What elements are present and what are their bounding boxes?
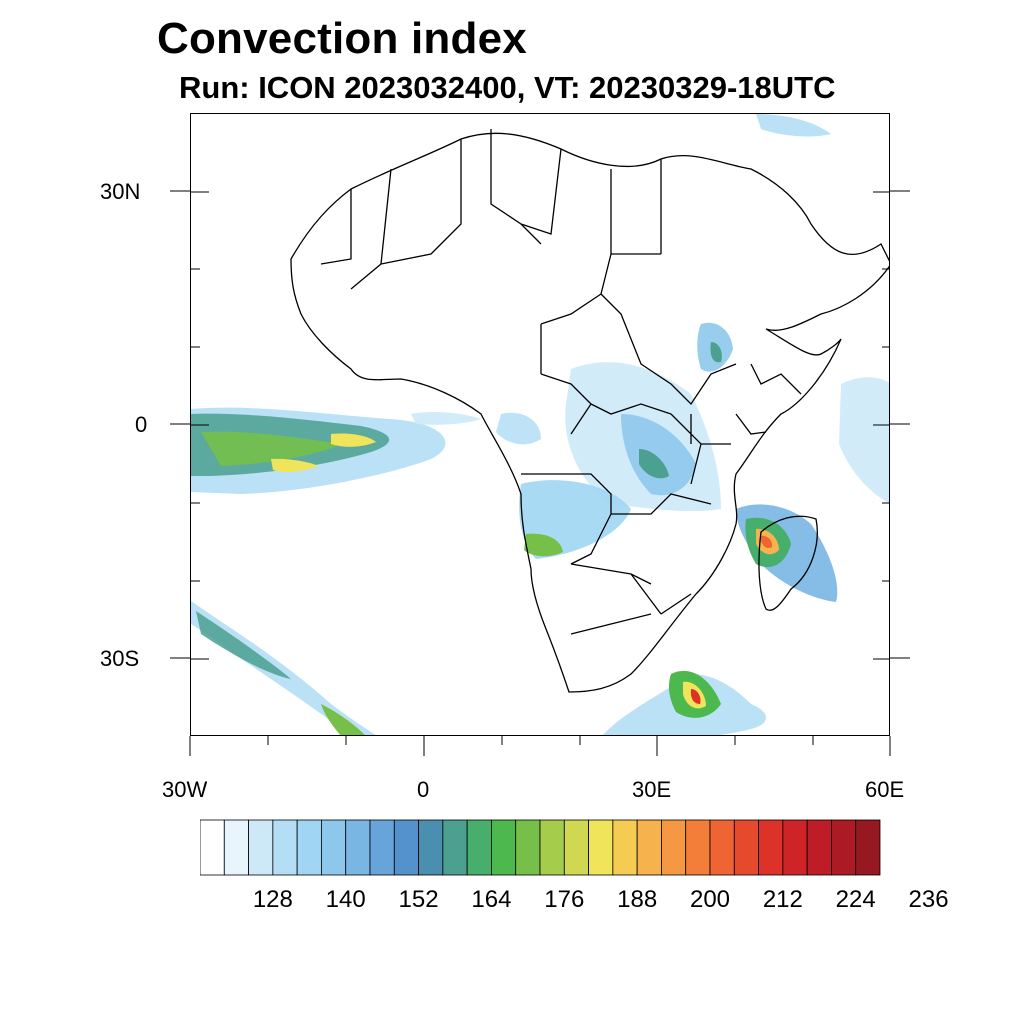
- colorbar-swatch: [393, 819, 419, 876]
- lat-label-0: 0: [135, 412, 148, 437]
- colorbar-swatch: [806, 819, 832, 876]
- colorbar-label: 128: [252, 886, 293, 913]
- colorbar-swatch: [733, 819, 759, 876]
- chart-title: Convection index: [157, 14, 527, 63]
- lon-label-30w: 30W: [162, 777, 208, 802]
- colorbar-swatch: [831, 819, 857, 876]
- convection-field-indian-ocean: [756, 114, 889, 503]
- colorbar-label: 200: [689, 886, 731, 913]
- lon-label-60e: 60E: [865, 777, 905, 802]
- colorbar-swatch: [563, 819, 589, 876]
- colorbar-swatch: [321, 819, 347, 876]
- colorbar-swatch: [709, 819, 735, 876]
- coastlines-and-borders: [290, 129, 889, 693]
- colorbar-swatch: [539, 819, 565, 876]
- colorbar-swatch: [466, 819, 492, 876]
- map-panel: [190, 113, 890, 736]
- colorbar-swatch: [223, 819, 249, 876]
- convection-field-mozambique-channel: [736, 504, 838, 602]
- convection-field-atlantic-band: [191, 407, 481, 494]
- colorbar-label: 140: [325, 886, 366, 913]
- colorbar-swatch: [369, 819, 395, 876]
- colorbar-swatch: [661, 819, 687, 876]
- axis-ticks: [191, 191, 889, 660]
- colorbar-swatch: [758, 819, 784, 876]
- lat-label-30s: 30S: [100, 646, 140, 671]
- map-canvas: [191, 114, 889, 735]
- colorbar-label: 224: [835, 886, 876, 913]
- colorbar-swatch: [855, 819, 881, 876]
- colorbar-label: 152: [398, 886, 439, 913]
- colorbar-label: 212: [762, 886, 803, 913]
- chart-subtitle: Run: ICON 2023032400, VT: 20230329-18UTC: [179, 70, 836, 105]
- colorbar-swatch: [782, 819, 808, 876]
- lon-label-0: 0: [417, 777, 430, 802]
- colorbar-swatch: [515, 819, 541, 876]
- colorbar-swatch: [272, 819, 298, 876]
- colorbar: [200, 819, 881, 876]
- convection-field-central-africa: [496, 362, 721, 559]
- colorbar-label: 188: [617, 886, 658, 913]
- convection-field-southwest-band: [191, 601, 376, 735]
- colorbar-swatch: [200, 819, 225, 876]
- colorbar-swatch: [588, 819, 614, 876]
- colorbar-swatch: [636, 819, 662, 876]
- colorbar-swatch: [248, 819, 274, 876]
- colorbar-swatch: [442, 819, 468, 876]
- lat-label-30n: 30N: [100, 179, 141, 204]
- colorbar-label: 164: [471, 886, 512, 913]
- colorbar-swatch: [612, 819, 638, 876]
- colorbar-label: 236: [908, 886, 949, 913]
- colorbar-swatch: [345, 819, 371, 876]
- colorbar-label: 176: [544, 886, 585, 913]
- convection-field-southeast-swirl: [602, 670, 766, 735]
- colorbar-swatch: [685, 819, 711, 876]
- colorbar-swatch: [296, 819, 322, 876]
- colorbar-swatch: [491, 819, 517, 876]
- convection-field-ethiopia: [697, 322, 733, 372]
- colorbar-swatch: [418, 819, 444, 876]
- lon-label-30e: 30E: [632, 777, 672, 802]
